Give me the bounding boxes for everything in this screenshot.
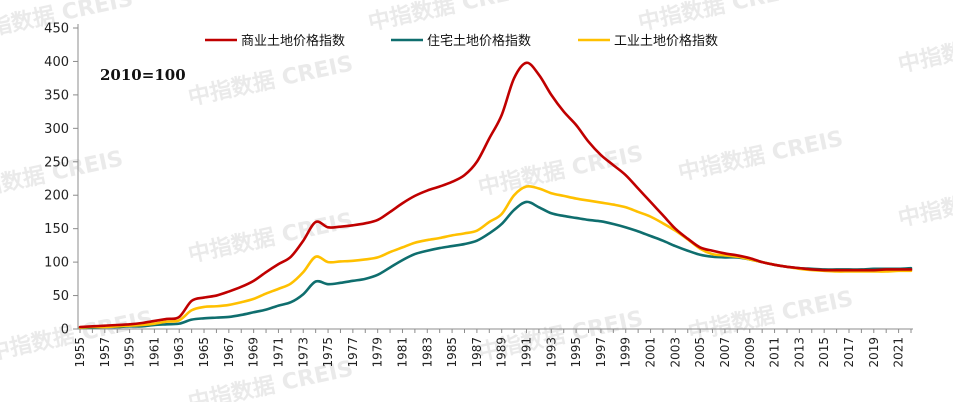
x-tick-label: 2005 [693,337,707,368]
x-tick-label: 2011 [768,337,782,368]
x-tick-label: 1983 [420,337,434,368]
y-tick-label: 150 [44,222,69,237]
y-tick-label: 400 [44,55,69,70]
x-tick-label: 1997 [594,337,608,368]
x-axis: 1955 1957 1959 1961 1963 1965 1967 1969 1971 1973… [73,328,913,368]
legend-label: 商业土地价格指数 [241,33,345,49]
legend: 商业土地价格指数 住宅土地价格指数 工业土地价格指数 [205,33,718,49]
watermark-text: 中指数据 CREIS [676,126,846,186]
x-tick-label: 1963 [172,337,186,368]
y-tick-label: 450 [44,22,69,37]
series-line-0 [78,61,913,329]
x-tick-label: 1955 [73,337,87,368]
y-tick-label: 0 [61,323,69,338]
y-tick-label: 200 [44,189,69,204]
x-tick-label: 1973 [296,337,310,368]
x-tick-label: 2017 [842,337,856,368]
x-tick-label: 1991 [520,337,534,368]
x-tick-label: 2003 [668,337,682,368]
x-tick-label: 1987 [470,337,484,368]
x-tick-label: 1965 [197,337,211,368]
x-tick-label: 1989 [495,337,509,368]
x-tick-label: 1959 [123,337,137,368]
y-axis: 0 50 100 150 200 250 300 350 400 450 [44,22,79,338]
x-tick-label: 2001 [644,337,658,368]
x-tick-label: 1985 [445,337,459,368]
x-tick-label: 1999 [619,337,633,368]
x-tick-label: 1993 [544,337,558,368]
x-tick-label: 1971 [271,337,285,368]
x-tick-label: 1981 [395,337,409,368]
y-tick-label: 300 [44,122,69,137]
x-tick-label: 1979 [371,337,385,368]
x-tick-label: 1995 [569,337,583,368]
y-tick-label: 350 [44,88,69,103]
x-tick-label: 2007 [718,337,732,368]
x-tick-label: 2013 [792,337,806,368]
y-tick-label: 50 [52,289,69,304]
watermark-text: 中指数据 CREIS [896,172,953,232]
watermark-text: 中指数据 CREIS [636,0,806,36]
legend-label: 工业土地价格指数 [614,33,718,49]
base-year-annotation: 2010=100 [100,66,186,84]
y-tick-label: 250 [44,155,69,170]
x-tick-label: 2015 [817,337,831,368]
x-tick-label: 2019 [867,337,881,368]
series-layer [78,61,913,330]
watermark-text: 中指数据 CREIS [186,51,356,111]
x-tick-label: 1975 [321,337,335,368]
y-tick-label: 100 [44,256,69,271]
watermark-text: 中指数据 CREIS [896,18,953,78]
watermark-text: 中指数据 CREIS [686,286,856,346]
x-tick-label: 1967 [222,337,236,368]
watermark-text: 中指数据 CREIS [366,0,536,36]
x-tick-label: 1977 [346,337,360,368]
legend-label: 住宅土地价格指数 [427,33,531,49]
x-tick-label: 2009 [743,337,757,368]
watermark-text: 中指数据 CREIS [186,208,356,268]
x-tick-label: 1969 [247,337,261,368]
x-tick-label: 1961 [147,337,161,368]
x-tick-label: 2021 [892,337,906,368]
x-tick-label: 1957 [98,337,112,368]
